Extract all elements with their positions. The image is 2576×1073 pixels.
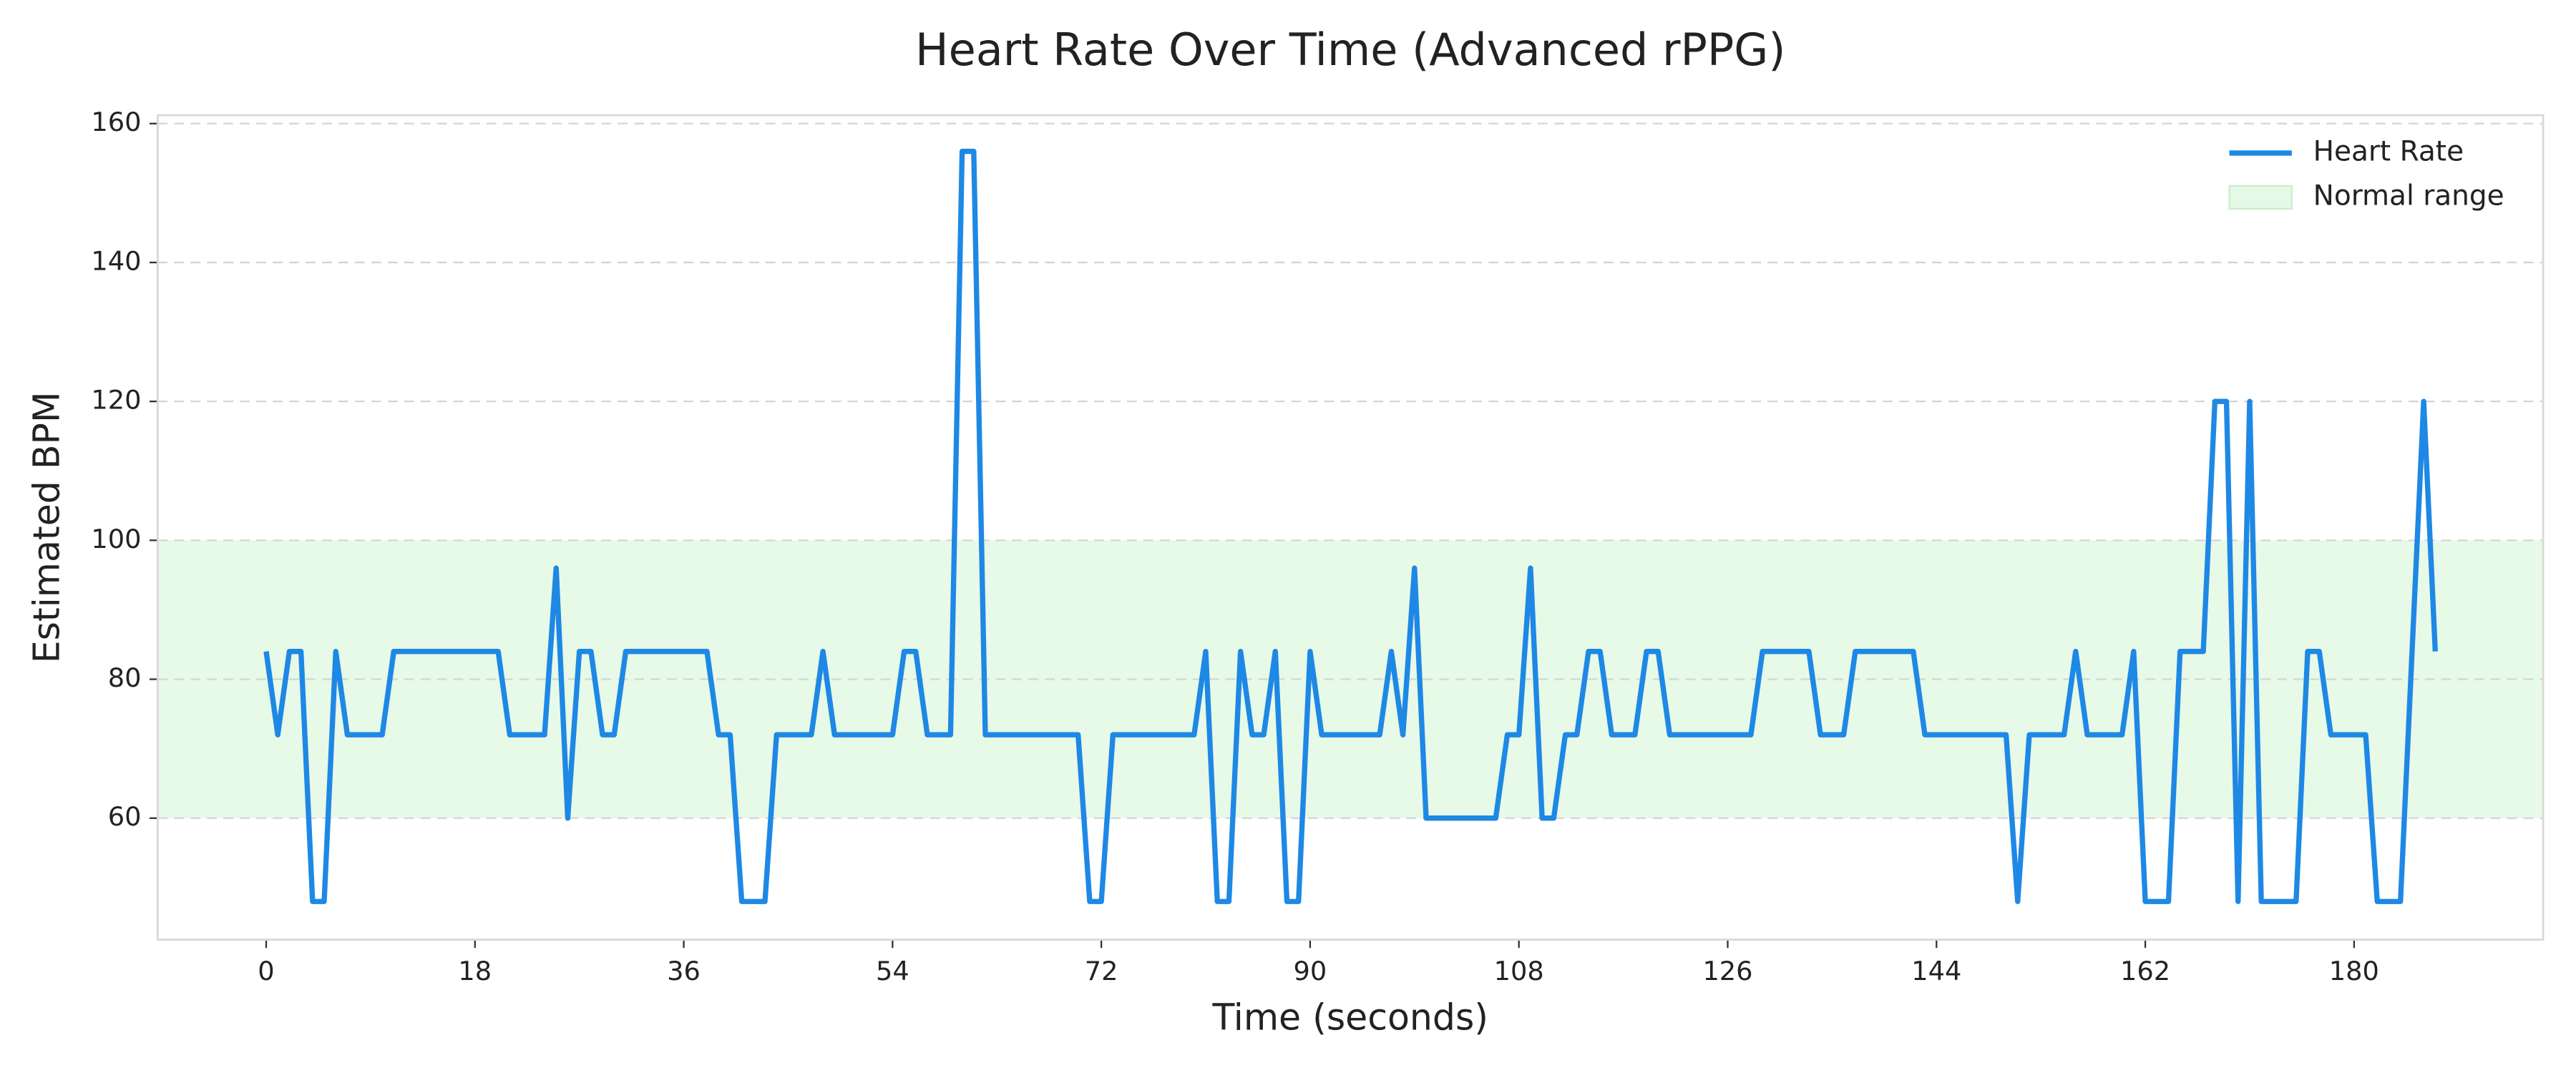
y-tick-label: 160 <box>91 107 141 137</box>
x-axis-label: Time (seconds) <box>1212 996 1488 1039</box>
chart-title: Heart Rate Over Time (Advanced rPPG) <box>915 24 1785 76</box>
plot-frame <box>157 114 2545 941</box>
y-tick-label: 140 <box>91 245 141 276</box>
x-tick-label: 180 <box>2329 956 2379 986</box>
x-tick-label: 18 <box>458 956 492 986</box>
x-tick-label: 162 <box>2120 956 2170 986</box>
x-tick-label: 72 <box>1085 956 1118 986</box>
y-tick-label: 80 <box>108 662 142 693</box>
x-tick-label: 126 <box>1702 956 1752 986</box>
x-tick-label: 0 <box>258 956 274 986</box>
y-tick-label: 100 <box>91 524 141 554</box>
x-tick-label: 36 <box>667 956 701 986</box>
x-tick-label: 108 <box>1494 956 1544 986</box>
y-tick-label: 60 <box>108 801 142 832</box>
heart-rate-line <box>263 148 2439 904</box>
legend-swatch <box>2228 185 2293 210</box>
y-tick-label: 120 <box>91 385 141 416</box>
legend: Heart Rate Normal range <box>2228 135 2504 212</box>
plot-area: 60 80 100 120 140 160 0 18 36 54 72 90 108 126 144 162 1… <box>91 107 2544 986</box>
x-tick-label: 90 <box>1294 956 1327 986</box>
legend-label: Normal range <box>2313 180 2504 212</box>
y-axis-label: Estimated BPM <box>25 391 67 663</box>
x-tick-label: 54 <box>876 956 909 986</box>
legend-label: Heart Rate <box>2313 135 2464 167</box>
x-tick-label: 144 <box>1911 956 1961 986</box>
